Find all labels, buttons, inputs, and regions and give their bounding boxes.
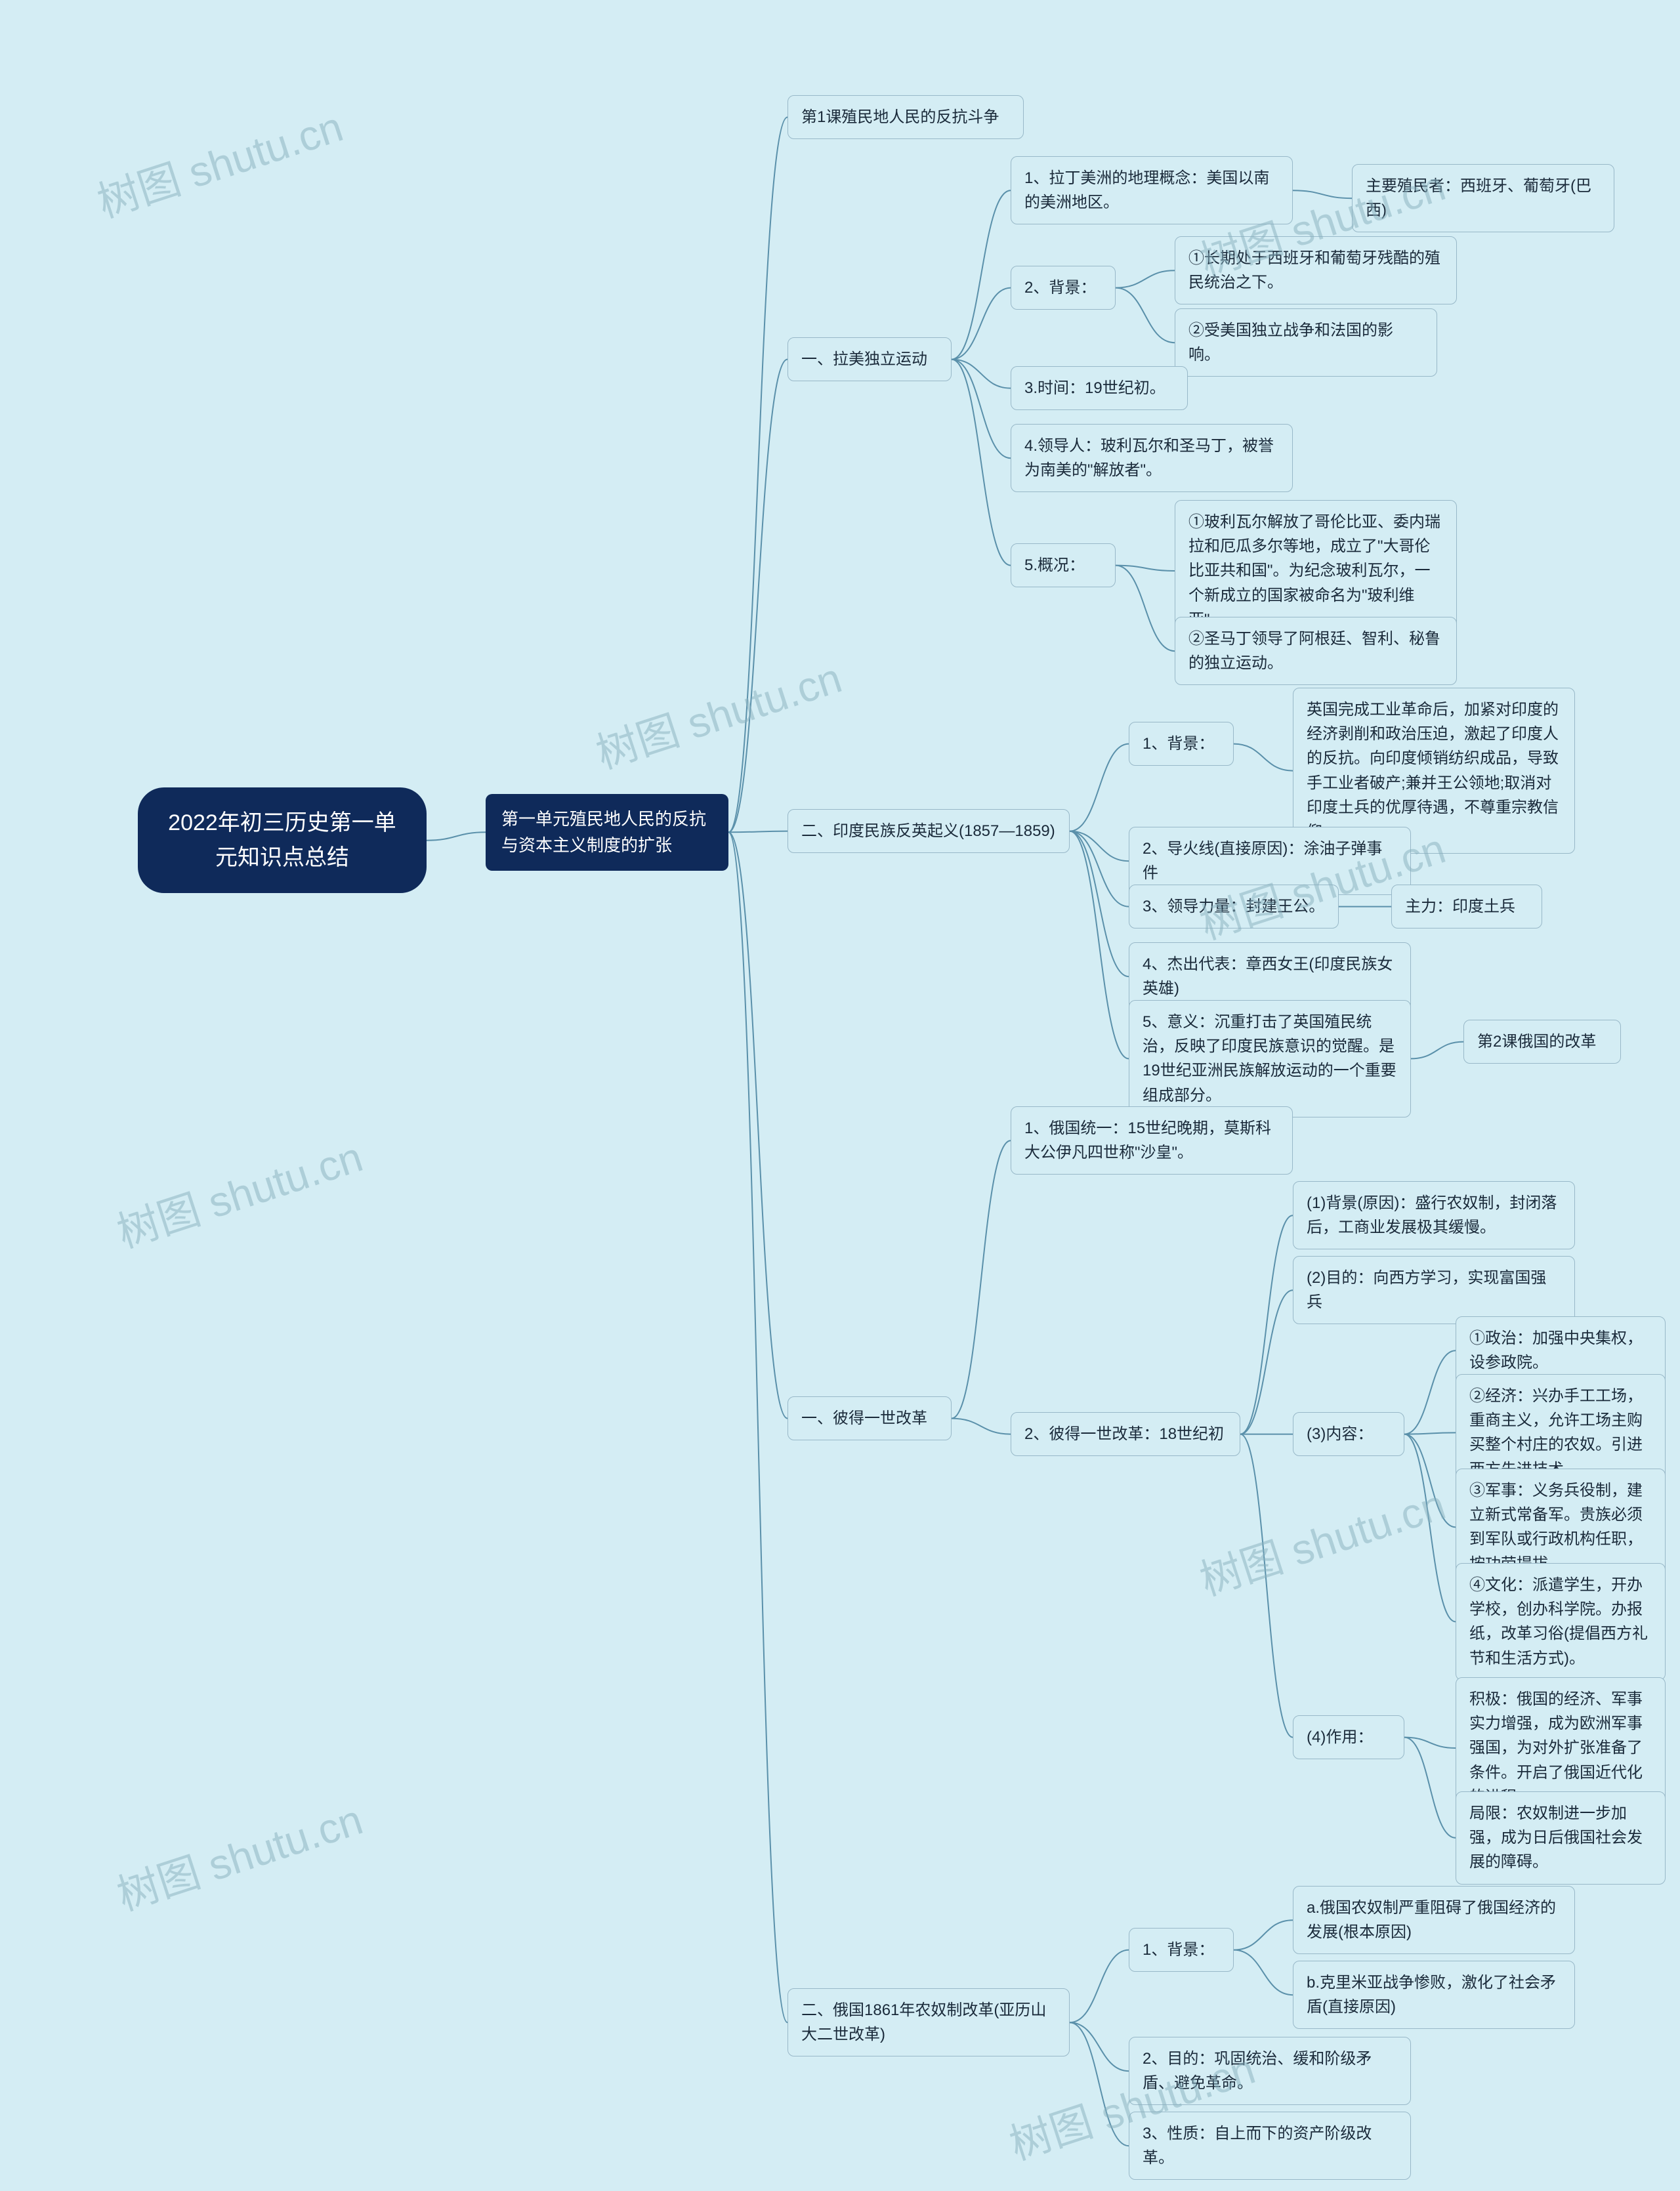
connector <box>1240 1215 1293 1434</box>
connector <box>1070 831 1129 907</box>
mindmap-node[interactable]: (4)作用： <box>1293 1715 1404 1759</box>
watermark: 树图 shutu.cn <box>108 1123 369 1259</box>
connector <box>1070 831 1129 1059</box>
connector <box>1404 1738 1456 1838</box>
connector <box>952 288 1011 360</box>
connector <box>1116 566 1175 652</box>
mindmap-node[interactable]: 主力：印度土兵 <box>1391 885 1542 929</box>
mindmap-node[interactable]: 5.概况： <box>1011 543 1116 587</box>
mindmap-node[interactable]: (2)目的：向西方学习，实现富国强兵 <box>1293 1256 1575 1324</box>
mindmap-node[interactable]: 2、目的：巩固统治、缓和阶级矛盾、避免革命。 <box>1129 2037 1411 2105</box>
mindmap-node[interactable]: 第一单元殖民地人民的反抗与资本主义制度的扩张 <box>486 794 728 871</box>
watermark: 树图 shutu.cn <box>1191 1471 1452 1607</box>
watermark: 树图 shutu.cn <box>587 644 848 780</box>
mindmap-node[interactable]: a.俄国农奴制严重阻碍了俄国经济的发展(根本原因) <box>1293 1886 1575 1954</box>
connector <box>1070 831 1129 977</box>
connector <box>952 360 1011 388</box>
connector <box>1070 2022 1129 2146</box>
mindmap-node[interactable]: 局限：农奴制进一步加强，成为日后俄国社会发展的障碍。 <box>1456 1791 1666 1885</box>
mindmap-node[interactable]: 3.时间：19世纪初。 <box>1011 366 1188 410</box>
mindmap-node[interactable]: 2、彼得一世改革：18世纪初 <box>1011 1412 1240 1456</box>
mindmap-node[interactable]: 1、背景： <box>1129 1928 1234 1972</box>
connector <box>1070 1950 1129 2023</box>
connector <box>952 360 1011 459</box>
connector <box>1116 566 1175 571</box>
connector <box>1240 1434 1293 1738</box>
mindmap-node[interactable]: 一、彼得一世改革 <box>788 1396 952 1440</box>
connector <box>728 117 788 833</box>
connector <box>427 832 486 840</box>
mindmap-node[interactable]: 第2课俄国的改革 <box>1463 1020 1621 1064</box>
connector <box>1404 1738 1456 1748</box>
connector <box>1116 270 1175 287</box>
mindmap-node[interactable]: 主要殖民者：西班牙、葡萄牙(巴西) <box>1352 164 1614 232</box>
connector <box>1070 2022 1129 2071</box>
connector <box>1234 1920 1293 1950</box>
connector <box>1293 190 1352 198</box>
connector <box>1404 1434 1456 1622</box>
mindmap-node[interactable]: 2、背景： <box>1011 266 1116 310</box>
mindmap-node[interactable]: ②圣马丁领导了阿根廷、智利、秘鲁的独立运动。 <box>1175 617 1457 685</box>
connector <box>1404 1350 1456 1434</box>
mindmap-node[interactable]: 1、拉丁美洲的地理概念：美国以南的美洲地区。 <box>1011 156 1293 224</box>
connector <box>728 360 788 833</box>
watermark: 树图 shutu.cn <box>108 1786 369 1922</box>
connector <box>1240 1290 1293 1434</box>
mindmap-node[interactable]: 3、领导力量：封建王公。 <box>1129 885 1339 929</box>
mindmap-node[interactable]: b.克里米亚战争惨败，激化了社会矛盾(直接原因) <box>1293 1961 1575 2029</box>
connector <box>728 832 788 1418</box>
connector <box>952 1419 1011 1434</box>
mindmap-node[interactable]: (3)内容： <box>1293 1412 1404 1456</box>
mindmap-node[interactable]: 5、意义：沉重打击了英国殖民统治，反映了印度民族意识的觉醒。是19世纪亚洲民族解… <box>1129 1000 1411 1117</box>
mindmap-node[interactable]: 1、背景： <box>1129 722 1234 766</box>
watermark: 树图 shutu.cn <box>89 93 349 229</box>
mindmap-node[interactable]: 第1课殖民地人民的反抗斗争 <box>788 95 1024 139</box>
connector <box>728 832 788 2022</box>
connector <box>1070 744 1129 831</box>
mindmap-node[interactable]: ①长期处于西班牙和葡萄牙残酷的殖民统治之下。 <box>1175 236 1457 304</box>
connector <box>1116 288 1175 343</box>
connector <box>952 1140 1011 1418</box>
mindmap-node[interactable]: 4.领导人：玻利瓦尔和圣马丁，被誉为南美的"解放者"。 <box>1011 424 1293 492</box>
mindmap-node[interactable]: 1、俄国统一：15世纪晚期，莫斯科大公伊凡四世称"沙皇"。 <box>1011 1106 1293 1175</box>
mindmap-node[interactable]: 二、俄国1861年农奴制改革(亚历山大二世改革) <box>788 1988 1070 2056</box>
connector <box>952 190 1011 359</box>
mindmap-node[interactable]: 2022年初三历史第一单元知识点总结 <box>138 787 427 893</box>
connector <box>1404 1432 1456 1434</box>
mindmap-node[interactable]: ④文化：派遣学生，开办学校，创办科学院。办报纸，改革习俗(提倡西方礼节和生活方式… <box>1456 1563 1666 1680</box>
connector <box>952 360 1011 566</box>
connector <box>728 831 788 833</box>
connector <box>1234 744 1293 771</box>
connector <box>1234 1950 1293 1995</box>
connector <box>1411 1042 1463 1059</box>
mindmap-node[interactable]: 二、印度民族反英起义(1857—1859) <box>788 809 1070 853</box>
connector <box>1070 831 1129 862</box>
mindmap-node[interactable]: ②受美国独立战争和法国的影响。 <box>1175 308 1437 377</box>
mindmap-node[interactable]: 一、拉美独立运动 <box>788 337 952 381</box>
mindmap-node[interactable]: 3、性质：自上而下的资产阶级改革。 <box>1129 2112 1411 2180</box>
mindmap-node[interactable]: (1)背景(原因)：盛行农奴制，封闭落后，工商业发展极其缓慢。 <box>1293 1181 1575 1249</box>
connector <box>1404 1434 1456 1528</box>
